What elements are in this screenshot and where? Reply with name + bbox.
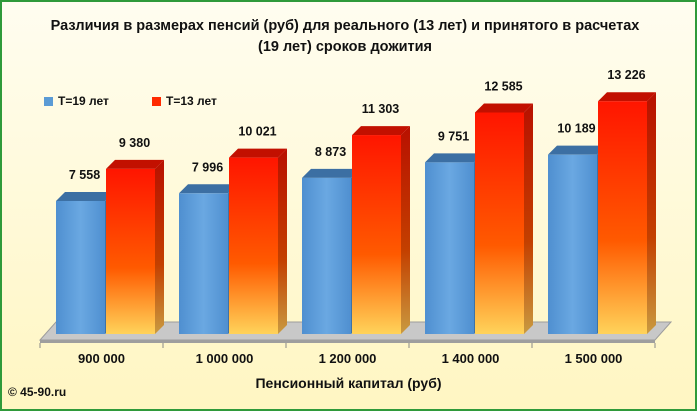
bar-top <box>56 191 114 201</box>
bar-top <box>179 184 237 194</box>
bar-t13-2 <box>352 126 410 334</box>
bar-top <box>475 103 533 113</box>
bar-t19-0 <box>56 191 114 334</box>
bar-front <box>302 177 351 334</box>
bar-top <box>229 148 287 158</box>
bar-t13-1 <box>229 148 287 334</box>
data-label: 7 996 <box>192 160 223 174</box>
bar-t13-3 <box>475 103 533 334</box>
bar-front <box>106 168 155 334</box>
bar-side <box>647 92 656 334</box>
bar-front <box>475 112 524 334</box>
x-tick-label: 1 500 000 <box>565 351 623 366</box>
bar-top <box>548 145 606 155</box>
bar-front <box>548 154 597 334</box>
data-label: 8 873 <box>315 145 346 159</box>
bar-side <box>278 148 287 334</box>
bar-t13-4 <box>598 92 656 334</box>
data-label: 7 558 <box>69 168 100 182</box>
legend-item-t13: T=13 лет <box>152 94 217 108</box>
legend-item-t19: T=19 лет <box>44 94 109 108</box>
legend-swatch-blue <box>44 96 53 106</box>
bar-t19-4 <box>548 145 606 334</box>
data-label: 13 226 <box>607 68 645 82</box>
data-label: 11 303 <box>362 102 400 116</box>
x-tick-label: 1 000 000 <box>196 351 254 366</box>
bar-t19-3 <box>425 153 483 334</box>
bar-top <box>598 92 656 102</box>
bar-front <box>56 200 105 334</box>
x-axis-label: Пенсионный капитал (руб) <box>255 375 442 391</box>
x-tick-label: 900 000 <box>78 351 125 366</box>
bar-t19-2 <box>302 168 360 334</box>
bar-top <box>302 168 360 178</box>
data-label: 12 585 <box>484 80 522 94</box>
legend-label-t13: T=13 лет <box>166 94 217 108</box>
legend-label-t19: T=19 лет <box>58 94 109 108</box>
chart-floor-edge <box>40 340 655 343</box>
x-tick-label: 1 400 000 <box>442 351 500 366</box>
bar-side <box>401 126 410 334</box>
chart-title: Различия в размерах пенсий (руб) для реа… <box>50 18 640 55</box>
bar-top <box>352 126 410 136</box>
legend-swatch-red <box>152 96 161 106</box>
data-label: 9 751 <box>438 129 469 143</box>
bar-front <box>229 157 278 334</box>
data-label: 10 189 <box>557 122 595 136</box>
bar-top <box>106 159 164 169</box>
credit-text: © 45-90.ru <box>8 385 67 399</box>
bar-front <box>425 162 474 334</box>
bar-t19-1 <box>179 184 237 334</box>
bar-front <box>179 193 228 334</box>
data-label: 10 021 <box>238 125 276 139</box>
data-label: 9 380 <box>119 136 150 150</box>
bar-front <box>352 135 401 334</box>
bar-t13-0 <box>106 159 164 334</box>
bar-front <box>598 101 647 334</box>
bar-side <box>155 159 164 334</box>
x-tick-label: 1 200 000 <box>319 351 377 366</box>
bar-top <box>425 153 483 163</box>
bar-side <box>524 103 533 334</box>
